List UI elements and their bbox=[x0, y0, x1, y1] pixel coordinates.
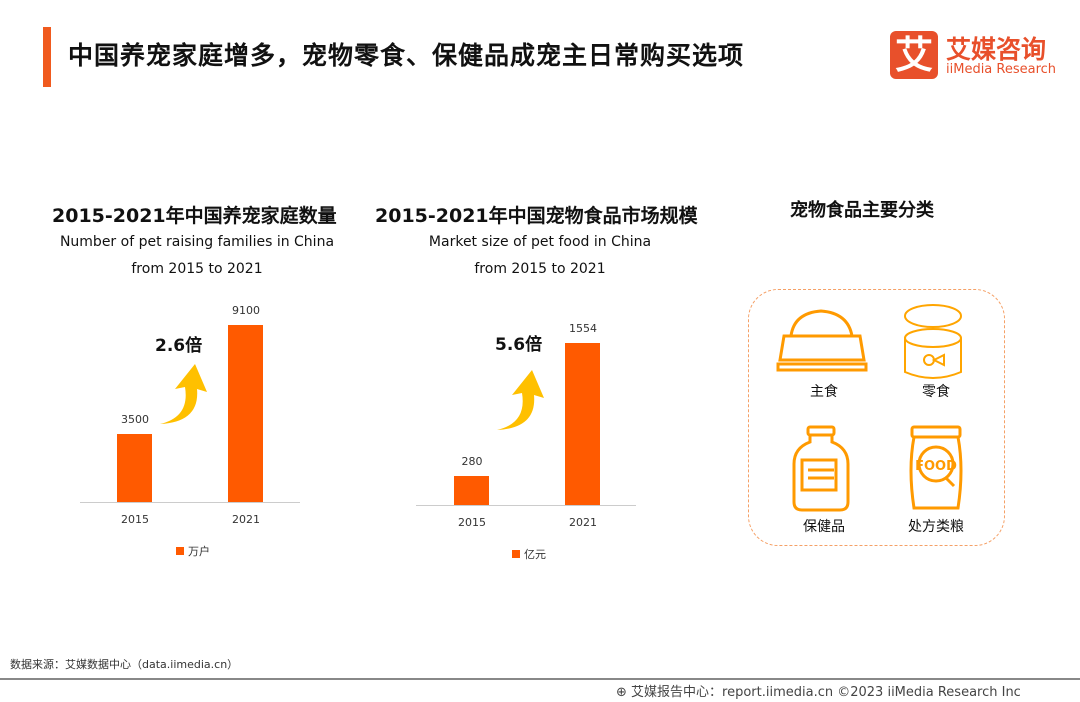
chart2-subtitle-line2: from 2015 to 2021 bbox=[474, 261, 606, 277]
chart2-legend: 亿元 bbox=[512, 546, 546, 562]
chart1-growth-annotation: 2.6倍 bbox=[155, 336, 203, 356]
chart2-subtitle-line1: Market size of pet food in China bbox=[428, 234, 652, 250]
chart1-legend-label: 万户 bbox=[188, 545, 210, 558]
footer-credit-text: 艾媒报告中心：report.iimedia.cn ©2023 iiMedia R… bbox=[631, 685, 1021, 700]
chart1-value-label-2021: 9100 bbox=[232, 304, 260, 317]
legend-swatch bbox=[512, 550, 520, 558]
chart1-x-axis bbox=[80, 502, 300, 503]
chart1-bar-2015 bbox=[117, 433, 152, 502]
chart2-title: 2015-2021年中国宠物食品市场规模 bbox=[375, 205, 698, 227]
page-title: 中国养宠家庭增多，宠物零食、保健品成宠主日常购买选项 bbox=[68, 41, 745, 70]
footer-credit: ⊕ 艾媒报告中心：report.iimedia.cn ©2023 iiMedia… bbox=[616, 681, 1021, 700]
footer-divider bbox=[0, 678, 1080, 680]
logo-text: 艾媒咨询 bbox=[946, 35, 1047, 64]
bowl-icon bbox=[776, 309, 868, 372]
supplement-bottle-icon bbox=[792, 425, 850, 512]
category-label-staple: 主食 bbox=[810, 384, 838, 400]
chart1-title: 2015-2021年中国养宠家庭数量 bbox=[52, 205, 337, 227]
category-label-supplements: 保健品 bbox=[803, 519, 845, 535]
chart2-bar-2015 bbox=[454, 475, 489, 505]
chart2-growth-arrow-icon bbox=[497, 370, 544, 430]
logo-subtext: iiMedia Research bbox=[946, 62, 1057, 77]
logo-icon: 艾 bbox=[890, 31, 938, 79]
category-label-snacks: 零食 bbox=[922, 384, 950, 400]
legend-swatch bbox=[176, 547, 184, 555]
categories-title: 宠物食品主要分类 bbox=[790, 200, 934, 221]
chart2-legend-label: 亿元 bbox=[524, 548, 546, 561]
globe-icon: ⊕ bbox=[616, 685, 632, 700]
chart1-x-tick-2021: 2021 bbox=[232, 513, 260, 526]
chart2-growth-annotation: 5.6倍 bbox=[495, 335, 543, 355]
food-bag-label: FOOD bbox=[915, 459, 957, 474]
chart1-bar-2021 bbox=[228, 325, 263, 502]
categories-panel bbox=[748, 289, 1005, 546]
title-accent-bar bbox=[43, 27, 51, 87]
chart1-legend: 万户 bbox=[176, 543, 210, 559]
chart2-x-tick-2021: 2021 bbox=[569, 516, 597, 529]
category-label-prescription: 处方类粮 bbox=[908, 519, 964, 535]
chart1-growth-arrow-icon bbox=[160, 364, 207, 424]
data-source: 数据来源：艾媒数据中心（data.iimedia.cn） bbox=[10, 658, 239, 671]
chart2-value-label-2015: 280 bbox=[461, 454, 483, 468]
can-icon bbox=[904, 304, 962, 379]
chart1-subtitle: Number of pet raising families in China … bbox=[47, 229, 347, 283]
food-bag-icon: FOOD bbox=[909, 425, 963, 510]
chart2-x-tick-2015: 2015 bbox=[458, 516, 486, 529]
chart1-x-tick-2015: 2015 bbox=[121, 513, 149, 526]
chart2-subtitle: Market size of pet food in China from 20… bbox=[390, 229, 690, 283]
chart2-x-axis bbox=[416, 505, 636, 506]
chart1-subtitle-line2: from 2015 to 2021 bbox=[131, 261, 263, 277]
chart2-bar-2021 bbox=[565, 343, 600, 505]
chart2-value-label-2021: 1554 bbox=[569, 322, 597, 335]
chart1-subtitle-line1: Number of pet raising families in China bbox=[59, 234, 335, 250]
chart1-value-label-2015: 3500 bbox=[121, 412, 149, 426]
